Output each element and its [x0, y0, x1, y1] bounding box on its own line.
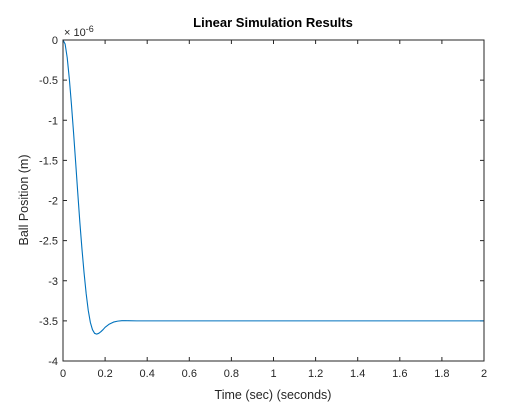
y-tick-label: -3 — [48, 276, 58, 288]
x-tick-label: 1.8 — [434, 368, 449, 380]
plot-area — [63, 40, 484, 361]
series-line-0 — [62, 39, 485, 335]
y-tick-label: -2.5 — [39, 236, 58, 248]
y-tick-label: -2 — [48, 196, 58, 208]
x-tick-label: 1.6 — [392, 368, 407, 380]
plot-box — [62, 39, 485, 362]
x-tick-label: 2 — [481, 368, 487, 380]
x-tick-label: 1 — [270, 368, 276, 380]
x-tick-label: 0.2 — [97, 368, 112, 380]
x-tick-label: 1.2 — [308, 368, 323, 380]
y-exponent-label: × 10-6 — [64, 24, 94, 39]
series-layer — [62, 39, 485, 335]
y-tick-label: -0.5 — [39, 75, 58, 87]
x-tick-label: 0.8 — [224, 368, 239, 380]
x-tick-labels: 0 0.2 0.4 0.6 0.8 1 1.2 1.4 1.6 1.8 2 — [60, 368, 487, 380]
x-tick-label: 1.4 — [350, 368, 365, 380]
y-tick-label: -1 — [48, 115, 58, 127]
x-tick-label: 0.4 — [140, 368, 155, 380]
x-tick-label: 0 — [60, 368, 66, 380]
x-tick-label: 0.6 — [182, 368, 197, 380]
x-axis-label: Time (sec) (seconds) — [215, 388, 332, 402]
y-tick-label: -4 — [48, 356, 58, 368]
y-tick-label: 0 — [52, 35, 58, 47]
y-exponent-base: × 10 — [64, 27, 86, 39]
y-exponent-power: -6 — [86, 24, 94, 34]
y-tick-label: -1.5 — [39, 155, 58, 167]
y-tick-labels: 0 -0.5 -1 -1.5 -2 -2.5 -3 -3.5 -4 — [39, 35, 58, 368]
y-axis-label: Ball Position (m) — [17, 155, 31, 246]
chart-title: Linear Simulation Results — [193, 15, 353, 30]
y-tick-label: -3.5 — [39, 316, 58, 328]
